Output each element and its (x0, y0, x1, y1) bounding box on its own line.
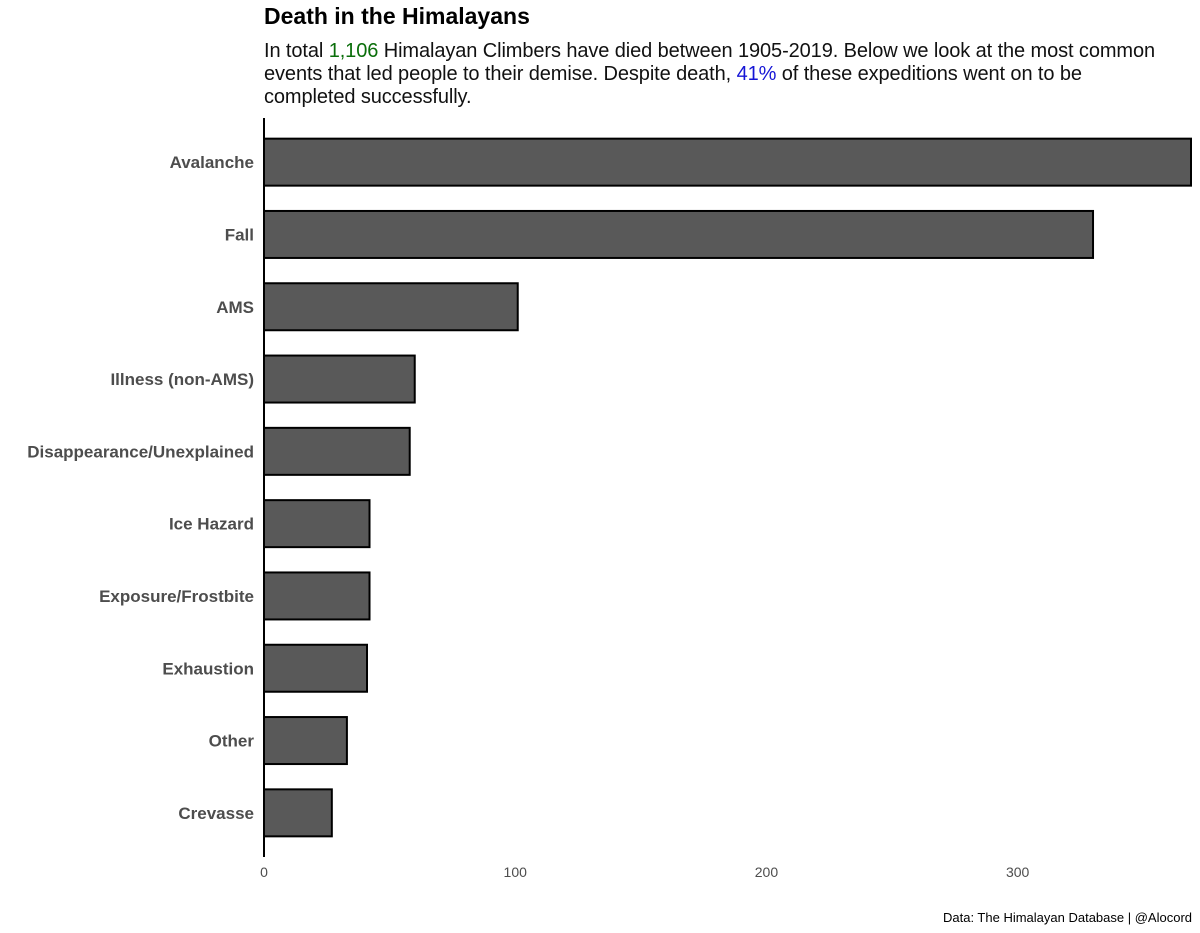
category-label: Exposure/Frostbite (99, 587, 254, 606)
death-count-highlight: 1,106 (328, 40, 379, 62)
bar (263, 643, 368, 693)
bar (263, 426, 411, 476)
category-label: Illness (non-AMS) (110, 370, 254, 389)
bar (263, 282, 519, 332)
category-label: Fall (225, 225, 254, 244)
bar (263, 788, 333, 838)
bar (263, 209, 1095, 259)
bar (263, 716, 348, 766)
category-label: Exhaustion (162, 659, 254, 678)
x-tick-label: 300 (1006, 864, 1030, 880)
bar (263, 354, 416, 404)
category-label: Avalanche (170, 153, 254, 172)
bar (263, 137, 1192, 187)
bar (263, 571, 371, 621)
category-label: Other (209, 732, 255, 751)
category-label: Ice Hazard (169, 515, 254, 534)
chart-title: Death in the Himalayans (264, 3, 530, 29)
subtitle-text-part3: of these expeditions went on to be compl… (264, 63, 1082, 108)
bar (263, 499, 371, 549)
data-source-caption: Data: The Himalayan Database | @Alocord (942, 910, 1192, 925)
x-tick-label: 200 (755, 864, 779, 880)
subtitle-text-part2: Himalayan Climbers have died between 190… (264, 40, 1156, 85)
category-label: AMS (216, 298, 254, 317)
x-tick-label: 100 (504, 864, 528, 880)
category-label: Disappearance/Unexplained (27, 442, 254, 461)
subtitle-text-part1: In total (264, 40, 329, 62)
category-label: Crevasse (178, 804, 254, 823)
x-tick-label: 0 (260, 864, 268, 880)
chart-subtitle: In total 1,106 Himalayan Climbers have d… (264, 40, 1164, 109)
success-percent-highlight: 41% (736, 63, 777, 85)
